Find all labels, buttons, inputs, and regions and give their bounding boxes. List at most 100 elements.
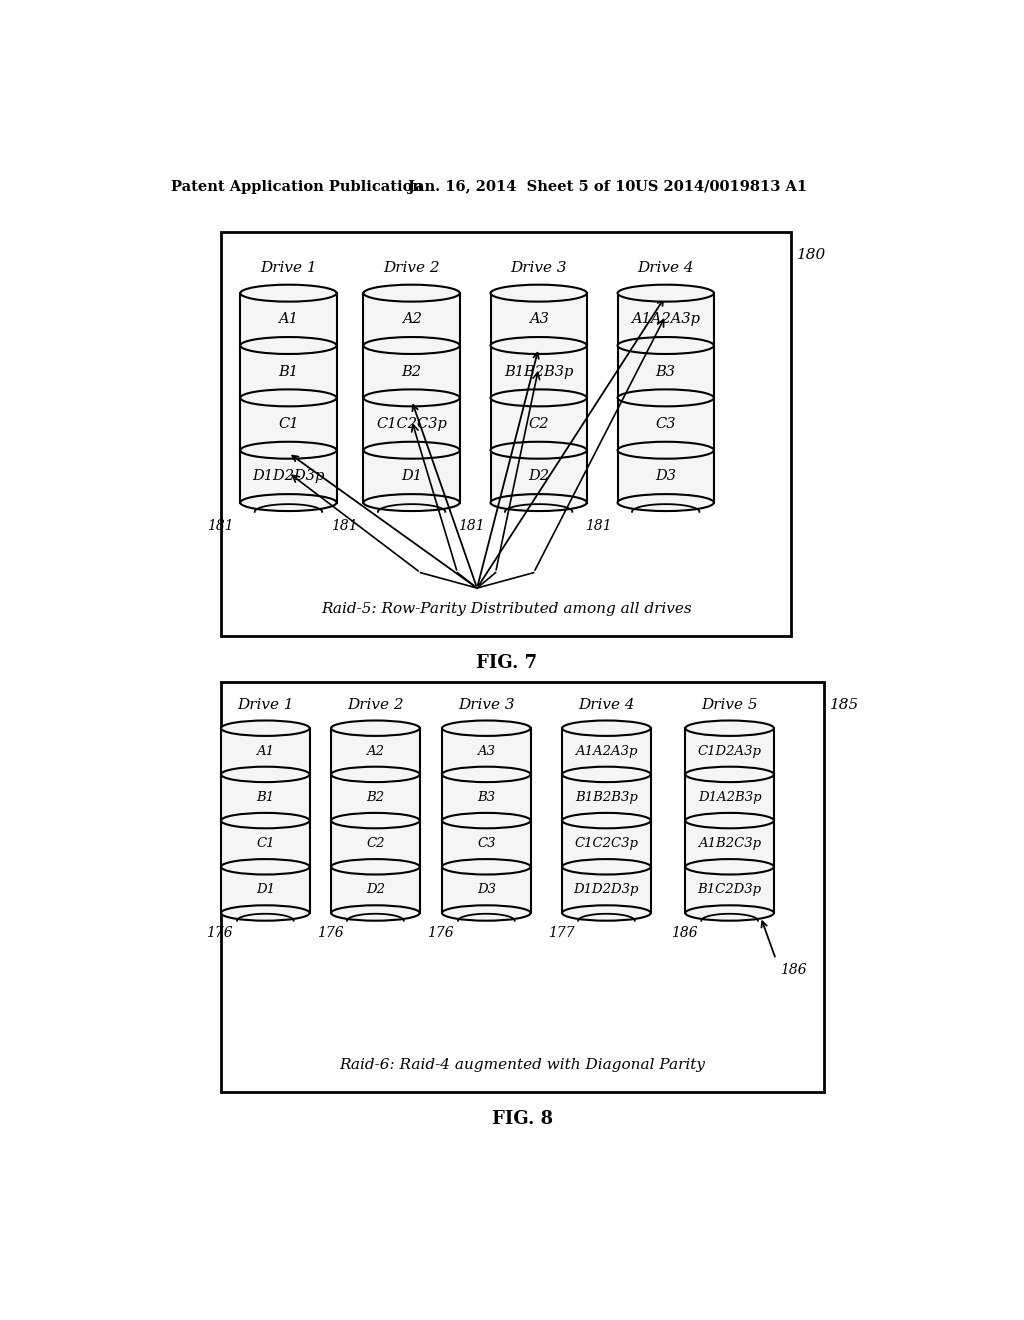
Ellipse shape: [364, 285, 460, 302]
Text: C1: C1: [279, 417, 299, 432]
Ellipse shape: [617, 442, 714, 459]
Ellipse shape: [221, 906, 309, 921]
Polygon shape: [364, 346, 460, 397]
Text: C1: C1: [256, 837, 274, 850]
Text: C1C2C3p: C1C2C3p: [376, 417, 447, 432]
Text: 185: 185: [829, 698, 859, 711]
Text: Drive 4: Drive 4: [579, 698, 635, 711]
Text: 176: 176: [427, 927, 454, 940]
Polygon shape: [617, 293, 714, 346]
Text: A1B2C3p: A1B2C3p: [698, 837, 761, 850]
Ellipse shape: [617, 389, 714, 407]
Ellipse shape: [364, 337, 460, 354]
Ellipse shape: [221, 813, 309, 829]
Ellipse shape: [490, 389, 587, 407]
Text: D2: D2: [366, 883, 385, 896]
Text: 181: 181: [458, 519, 484, 533]
Polygon shape: [490, 293, 587, 346]
Text: D3: D3: [655, 470, 676, 483]
Text: 176: 176: [207, 927, 233, 940]
Text: Drive 2: Drive 2: [347, 698, 403, 711]
Polygon shape: [562, 867, 650, 913]
Polygon shape: [562, 729, 650, 775]
Text: B2: B2: [367, 791, 384, 804]
Text: C1C2C3p: C1C2C3p: [574, 837, 638, 850]
Text: Drive 1: Drive 1: [237, 698, 294, 711]
Ellipse shape: [685, 813, 774, 829]
Polygon shape: [442, 867, 530, 913]
Text: Raid-6: Raid-4 augmented with Diagonal Parity: Raid-6: Raid-4 augmented with Diagonal P…: [340, 1057, 706, 1072]
Text: C2: C2: [528, 417, 549, 432]
Ellipse shape: [442, 767, 530, 781]
Polygon shape: [241, 346, 337, 397]
Text: B1: B1: [256, 791, 274, 804]
Text: A3: A3: [477, 744, 496, 758]
Text: C2: C2: [367, 837, 385, 850]
Text: B3: B3: [655, 364, 676, 379]
Polygon shape: [685, 821, 774, 867]
Text: A3: A3: [528, 313, 549, 326]
Text: 180: 180: [798, 248, 826, 261]
Polygon shape: [331, 729, 420, 775]
Text: A2: A2: [367, 744, 384, 758]
Polygon shape: [221, 821, 309, 867]
Text: C3: C3: [655, 417, 676, 432]
Ellipse shape: [490, 337, 587, 354]
Ellipse shape: [241, 389, 337, 407]
Polygon shape: [221, 867, 309, 913]
Polygon shape: [241, 293, 337, 346]
Ellipse shape: [562, 859, 650, 875]
Ellipse shape: [562, 721, 650, 737]
Text: Drive 4: Drive 4: [637, 261, 694, 275]
Polygon shape: [364, 397, 460, 450]
Text: D2: D2: [528, 470, 549, 483]
Text: B2: B2: [401, 364, 422, 379]
Text: 186: 186: [671, 927, 697, 940]
Text: D1D2D3p: D1D2D3p: [573, 883, 639, 896]
Ellipse shape: [617, 337, 714, 354]
Polygon shape: [617, 397, 714, 450]
Ellipse shape: [442, 721, 530, 737]
Text: Drive 1: Drive 1: [260, 261, 316, 275]
Text: C1D2A3p: C1D2A3p: [697, 744, 762, 758]
Ellipse shape: [221, 859, 309, 875]
Polygon shape: [364, 293, 460, 346]
Ellipse shape: [685, 859, 774, 875]
Ellipse shape: [685, 721, 774, 737]
Text: D1D2D3p: D1D2D3p: [252, 470, 325, 483]
FancyBboxPatch shape: [221, 682, 823, 1092]
Ellipse shape: [685, 767, 774, 781]
Polygon shape: [490, 450, 587, 503]
Ellipse shape: [331, 859, 420, 875]
Text: US 2014/0019813 A1: US 2014/0019813 A1: [635, 180, 807, 194]
Ellipse shape: [617, 494, 714, 511]
Polygon shape: [241, 397, 337, 450]
Ellipse shape: [241, 442, 337, 459]
Text: B1: B1: [279, 364, 298, 379]
Text: 177: 177: [548, 927, 574, 940]
Polygon shape: [562, 775, 650, 821]
Polygon shape: [331, 821, 420, 867]
Ellipse shape: [442, 813, 530, 829]
Polygon shape: [442, 775, 530, 821]
Ellipse shape: [331, 721, 420, 737]
Text: B1C2D3p: B1C2D3p: [697, 883, 762, 896]
Ellipse shape: [241, 494, 337, 511]
Ellipse shape: [331, 906, 420, 921]
Ellipse shape: [221, 767, 309, 781]
Ellipse shape: [364, 442, 460, 459]
Ellipse shape: [617, 285, 714, 302]
Ellipse shape: [221, 721, 309, 737]
Text: Drive 3: Drive 3: [458, 698, 515, 711]
Ellipse shape: [442, 859, 530, 875]
Ellipse shape: [364, 389, 460, 407]
Text: A1A2A3p: A1A2A3p: [575, 744, 638, 758]
Text: Raid-5: Row-Parity Distributed among all drives: Raid-5: Row-Parity Distributed among all…: [321, 602, 691, 616]
Text: Drive 2: Drive 2: [383, 261, 440, 275]
Polygon shape: [442, 821, 530, 867]
FancyBboxPatch shape: [221, 231, 792, 636]
Text: Jan. 16, 2014  Sheet 5 of 10: Jan. 16, 2014 Sheet 5 of 10: [408, 180, 635, 194]
Ellipse shape: [331, 767, 420, 781]
Text: A1A2A3p: A1A2A3p: [631, 313, 700, 326]
Ellipse shape: [364, 494, 460, 511]
